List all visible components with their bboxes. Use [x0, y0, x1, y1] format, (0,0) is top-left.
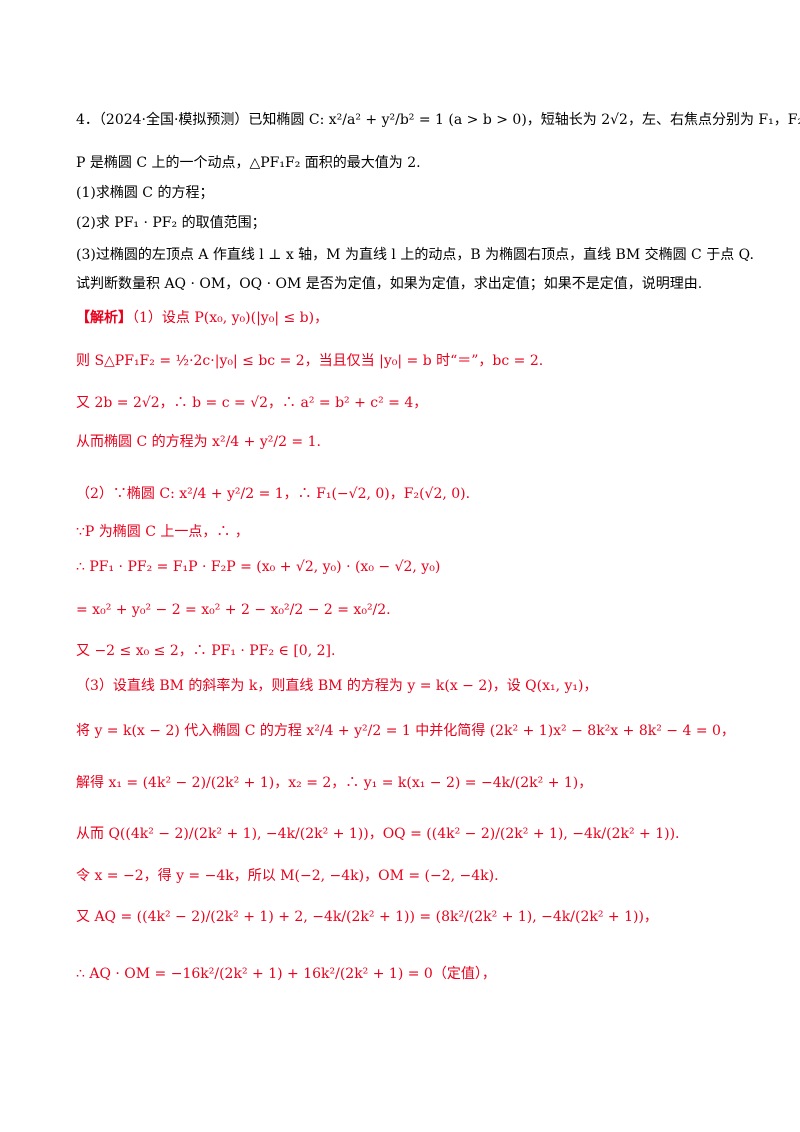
question-3-part-a: (3)过椭圆的左顶点 A 作直线 l ⊥ x 轴，M 为直线 l 上的动点，B … — [76, 247, 754, 263]
problem-line-2: P 是椭圆 C 上的一个动点，△PF₁F₂ 面积的最大值为 2. — [76, 155, 421, 171]
solution-3d: 从而 Q((4k² − 2)/(2k² + 1), −4k/(2k² + 1))… — [76, 826, 680, 842]
solution-1c: 又 2b = 2√2，∴ b = c = √2，∴ a² = b² + c² =… — [76, 395, 428, 411]
solution-3g: ∴ AQ · OM = −16k²/(2k² + 1) + 16k²/(2k² … — [76, 966, 496, 982]
solution-3c: 解得 x₁ = (4k² − 2)/(2k² + 1)，x₂ = 2，∴ y₁ … — [76, 775, 593, 791]
solution-3a: （3）设直线 BM 的斜率为 k，则直线 BM 的方程为 y = k(x − 2… — [76, 678, 598, 694]
solution-line-1: 【解析】（1）设点 P(x₀, y₀)(|y₀| ≤ b)， — [76, 308, 740, 328]
solution-1a: （1）设点 P(x₀, y₀)(|y₀| ≤ b)， — [132, 310, 329, 326]
solution-1b: 则 S△PF₁F₂ = ½·2c·|y₀| ≤ bc = 2，当且仅当 |y₀|… — [76, 353, 544, 369]
solution-tag: 【解析】 — [76, 310, 132, 326]
solution-2b: ∵P 为椭圆 C 上一点，∴ ， — [76, 524, 249, 540]
solution-3b: 将 y = k(x − 2) 代入椭圆 C 的方程 x²/4 + y²/2 = … — [76, 723, 735, 739]
solution-2c: ∴ PF₁ · PF₂ = F₁P · F₂P = (x₀ + √2, y₀) … — [76, 559, 441, 575]
solution-2e: 又 −2 ≤ x₀ ≤ 2，∴ PF₁ · PF₂ ∈ [0, 2]. — [76, 643, 336, 659]
problem-line-1: 4．（2024·全国·模拟预测）已知椭圆 C: x²/a² + y²/b² = … — [76, 112, 800, 128]
solution-2a: （2）∵椭圆 C: x²/4 + y²/2 = 1，∴ F₁(−√2, 0)，F… — [76, 486, 471, 502]
solution-1d: 从而椭圆 C 的方程为 x²/4 + y²/2 = 1. — [76, 434, 321, 450]
solution-2d: = x₀² + y₀² − 2 = x₀² + 2 − x₀²/2 − 2 = … — [76, 602, 391, 618]
solution-3e: 令 x = −2，得 y = −4k，所以 M(−2, −4k)，OM = (−… — [76, 868, 499, 884]
question-3-part-b: 试判断数量积 AQ · OM，OQ · OM 是否为定值，如果为定值，求出定值；… — [76, 276, 703, 292]
question-1: (1)求椭圆 C 的方程； — [76, 185, 214, 201]
solution-3f: 又 AQ = ((4k² − 2)/(2k² + 1) + 2, −4k/(2k… — [76, 909, 658, 925]
question-2: (2)求 PF₁ · PF₂ 的取值范围； — [76, 215, 266, 231]
